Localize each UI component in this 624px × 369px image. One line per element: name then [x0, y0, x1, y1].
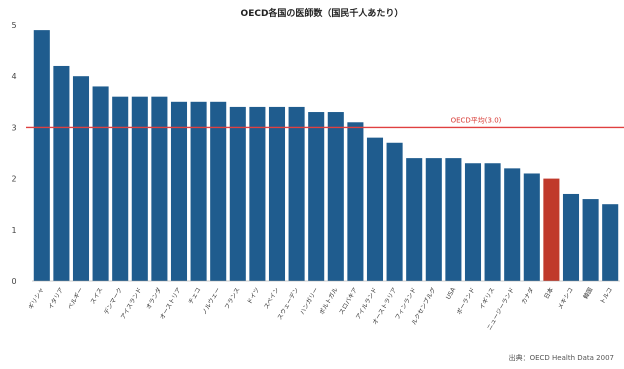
bar: [523, 173, 540, 281]
bar: [366, 137, 384, 281]
x-tick-label: トルコ: [599, 287, 614, 306]
bar: [288, 106, 305, 281]
bar: [484, 163, 501, 281]
bar: [229, 106, 246, 281]
bar: [425, 158, 442, 281]
bar: [582, 199, 599, 281]
x-tick-label: メキシコ: [557, 287, 575, 311]
bar: [190, 101, 207, 281]
bar: [53, 65, 70, 282]
y-axis: 0 1 2 3 4 5: [11, 21, 16, 286]
bar: [445, 158, 462, 281]
bar: [602, 204, 619, 281]
x-tick-label: ハンガリー: [298, 286, 320, 316]
x-tick-label: オーストリア: [159, 287, 183, 321]
bar: [170, 101, 188, 281]
bar: [72, 76, 90, 281]
x-tick-label: ドイツ: [246, 287, 261, 306]
x-tick-label: フランス: [224, 287, 242, 311]
x-tick-label: 日本: [542, 286, 555, 300]
x-tick-label: スイス: [89, 287, 104, 306]
bar: [249, 106, 266, 281]
bar-highlight: [543, 178, 560, 281]
x-tick-label: デンマーク: [102, 286, 124, 316]
bar: [347, 122, 364, 281]
y-tick-label: 5: [11, 21, 16, 30]
x-tick-label: 韓国: [581, 286, 594, 300]
chart-title: OECD各国の医師数（国民千人あたり）: [241, 7, 404, 19]
x-tick-label: スロバキア: [338, 287, 359, 316]
y-tick-label: 3: [11, 123, 16, 132]
x-tick-label: イギリス: [478, 287, 496, 311]
x-tick-label: ベルギー: [67, 287, 85, 311]
bar: [327, 112, 344, 281]
bar: [33, 30, 50, 282]
x-tick-label: チェコ: [187, 287, 202, 306]
bar: [308, 112, 325, 281]
bar: [504, 168, 521, 281]
y-tick-label: 4: [11, 72, 16, 81]
reference-line-group: OECD平均(3.0): [26, 115, 624, 129]
x-tick-label: ギリシャ: [27, 287, 45, 311]
x-tick-label: イタリア: [46, 286, 65, 311]
x-tick-label: ノルウェー: [200, 286, 222, 316]
y-tick-label: 1: [11, 226, 16, 235]
y-tick-label: 2: [11, 175, 16, 184]
reference-line-label: OECD平均(3.0): [451, 115, 502, 124]
bar: [406, 158, 423, 281]
bar: [112, 96, 129, 282]
bar: [268, 106, 286, 281]
bar: [464, 163, 482, 281]
bars: [32, 30, 620, 282]
x-tick-label: USA: [445, 286, 458, 301]
bar: [151, 96, 168, 282]
x-tick-label: カナダ: [520, 286, 536, 306]
y-tick-label: 0: [11, 277, 16, 286]
source-note: 出典：OECD Health Data 2007: [509, 353, 614, 362]
bar: [92, 86, 109, 281]
bar: [386, 142, 403, 281]
x-tick-label: オランダ: [144, 286, 163, 311]
bar: [562, 193, 580, 281]
x-tick-label: スペイン: [263, 287, 281, 311]
x-tick-label: ポルトガル: [318, 286, 340, 316]
bar: [131, 96, 148, 282]
x-tick-label: アイスランド: [120, 287, 144, 321]
bar: [210, 101, 227, 281]
x-tick-label: ポーランド: [455, 286, 477, 316]
